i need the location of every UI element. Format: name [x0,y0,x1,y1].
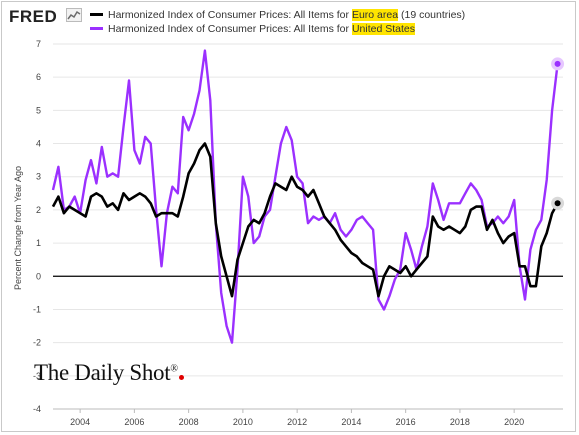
x-tick-label: 2010 [233,417,253,427]
y-tick-label: 0 [36,271,41,281]
y-tick-label: 4 [36,139,41,149]
legend-item-euro-area[interactable]: Harmonized Index of Consumer Prices: All… [90,8,465,22]
y-tick-label: -3 [33,371,41,381]
y-tick-label: 6 [36,72,41,82]
y-tick-label: 3 [36,172,41,182]
series-layer [51,49,565,344]
y-tick-label: -4 [33,404,41,414]
line-chart-icon [66,8,82,22]
x-tick-label: 2004 [70,417,90,427]
legend-label-prefix: Harmonized Index of Consumer Prices: All… [108,23,352,35]
axis-layer: -4 -3 -2 -1 0 1 2 3 4 5 6 7 2004 2006 2008 2010 2012 2014… [33,39,563,427]
x-tick-label: 2006 [124,417,144,427]
x-tick-label: 2016 [396,417,416,427]
chart-legend: Harmonized Index of Consumer Prices: All… [90,8,465,36]
series-end-point-euro-area[interactable] [554,200,561,207]
fred-logo[interactable]: FRED [9,7,58,26]
y-tick-label: 5 [36,105,41,115]
legend-label-highlight: Euro area [351,9,399,21]
x-tick-label: 2018 [450,417,470,427]
y-tick-label: 1 [36,238,41,248]
y-tick-label: -2 [33,338,41,348]
series-line-euro-area[interactable] [51,142,559,298]
legend-swatch-united-states [90,26,103,30]
legend-label-highlight: United States [351,23,415,35]
x-tick-label: 2012 [287,417,307,427]
y-tick-label: 7 [36,39,41,49]
y-axis-label: Percent Change from Year Ago [13,166,23,290]
legend-label-suffix: (19 countries) [398,9,466,21]
daily-shot-watermark: The Daily Shot® [34,360,184,386]
y-tick-label: 2 [36,205,41,215]
legend-item-united-states[interactable]: Harmonized Index of Consumer Prices: All… [90,22,465,36]
legend-label-prefix: Harmonized Index of Consumer Prices: All… [108,9,352,21]
series-end-point-united-states[interactable] [554,60,561,67]
x-tick-label: 2008 [179,417,199,427]
x-tick-label: 2014 [341,417,361,427]
x-tick-label: 2020 [504,417,524,427]
legend-swatch-euro-area [90,12,103,16]
series-line-united-states[interactable] [51,49,559,344]
y-tick-label: -1 [33,304,41,314]
